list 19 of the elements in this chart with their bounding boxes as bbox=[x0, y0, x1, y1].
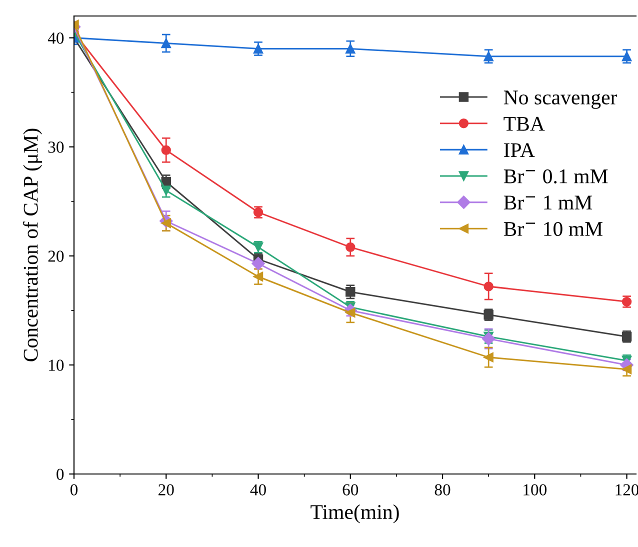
y-tick-label: 30 bbox=[48, 142, 64, 153]
legend-label: No scavenger bbox=[504, 90, 618, 109]
legend-label: Br$^{−}$ 0.1 mM bbox=[504, 169, 608, 184]
legend-label: TBA bbox=[504, 116, 545, 131]
y-tick-label: 20 bbox=[48, 250, 64, 262]
legend-label: Br$^{−}$ 10 mM bbox=[504, 222, 602, 236]
legend-label: IPA bbox=[504, 143, 535, 157]
y-tick-label: 40 bbox=[48, 32, 64, 44]
x-axis-title: Time(min) bbox=[310, 504, 399, 524]
x-tick-label: 40 bbox=[250, 484, 266, 496]
legend-label: Br$^{−}$ 1 mM bbox=[504, 196, 592, 210]
y-tick-label: 10 bbox=[49, 360, 64, 371]
y-axis-title: Concentration of CAP (μM) bbox=[22, 128, 42, 362]
x-tick-label: 100 bbox=[524, 484, 547, 496]
x-tick-label: 80 bbox=[434, 484, 450, 496]
y-tick-label: 0 bbox=[56, 468, 64, 480]
x-tick-label: 60 bbox=[342, 484, 358, 496]
x-tick-label: 20 bbox=[158, 484, 174, 496]
x-tick-label: 0 bbox=[70, 484, 78, 496]
